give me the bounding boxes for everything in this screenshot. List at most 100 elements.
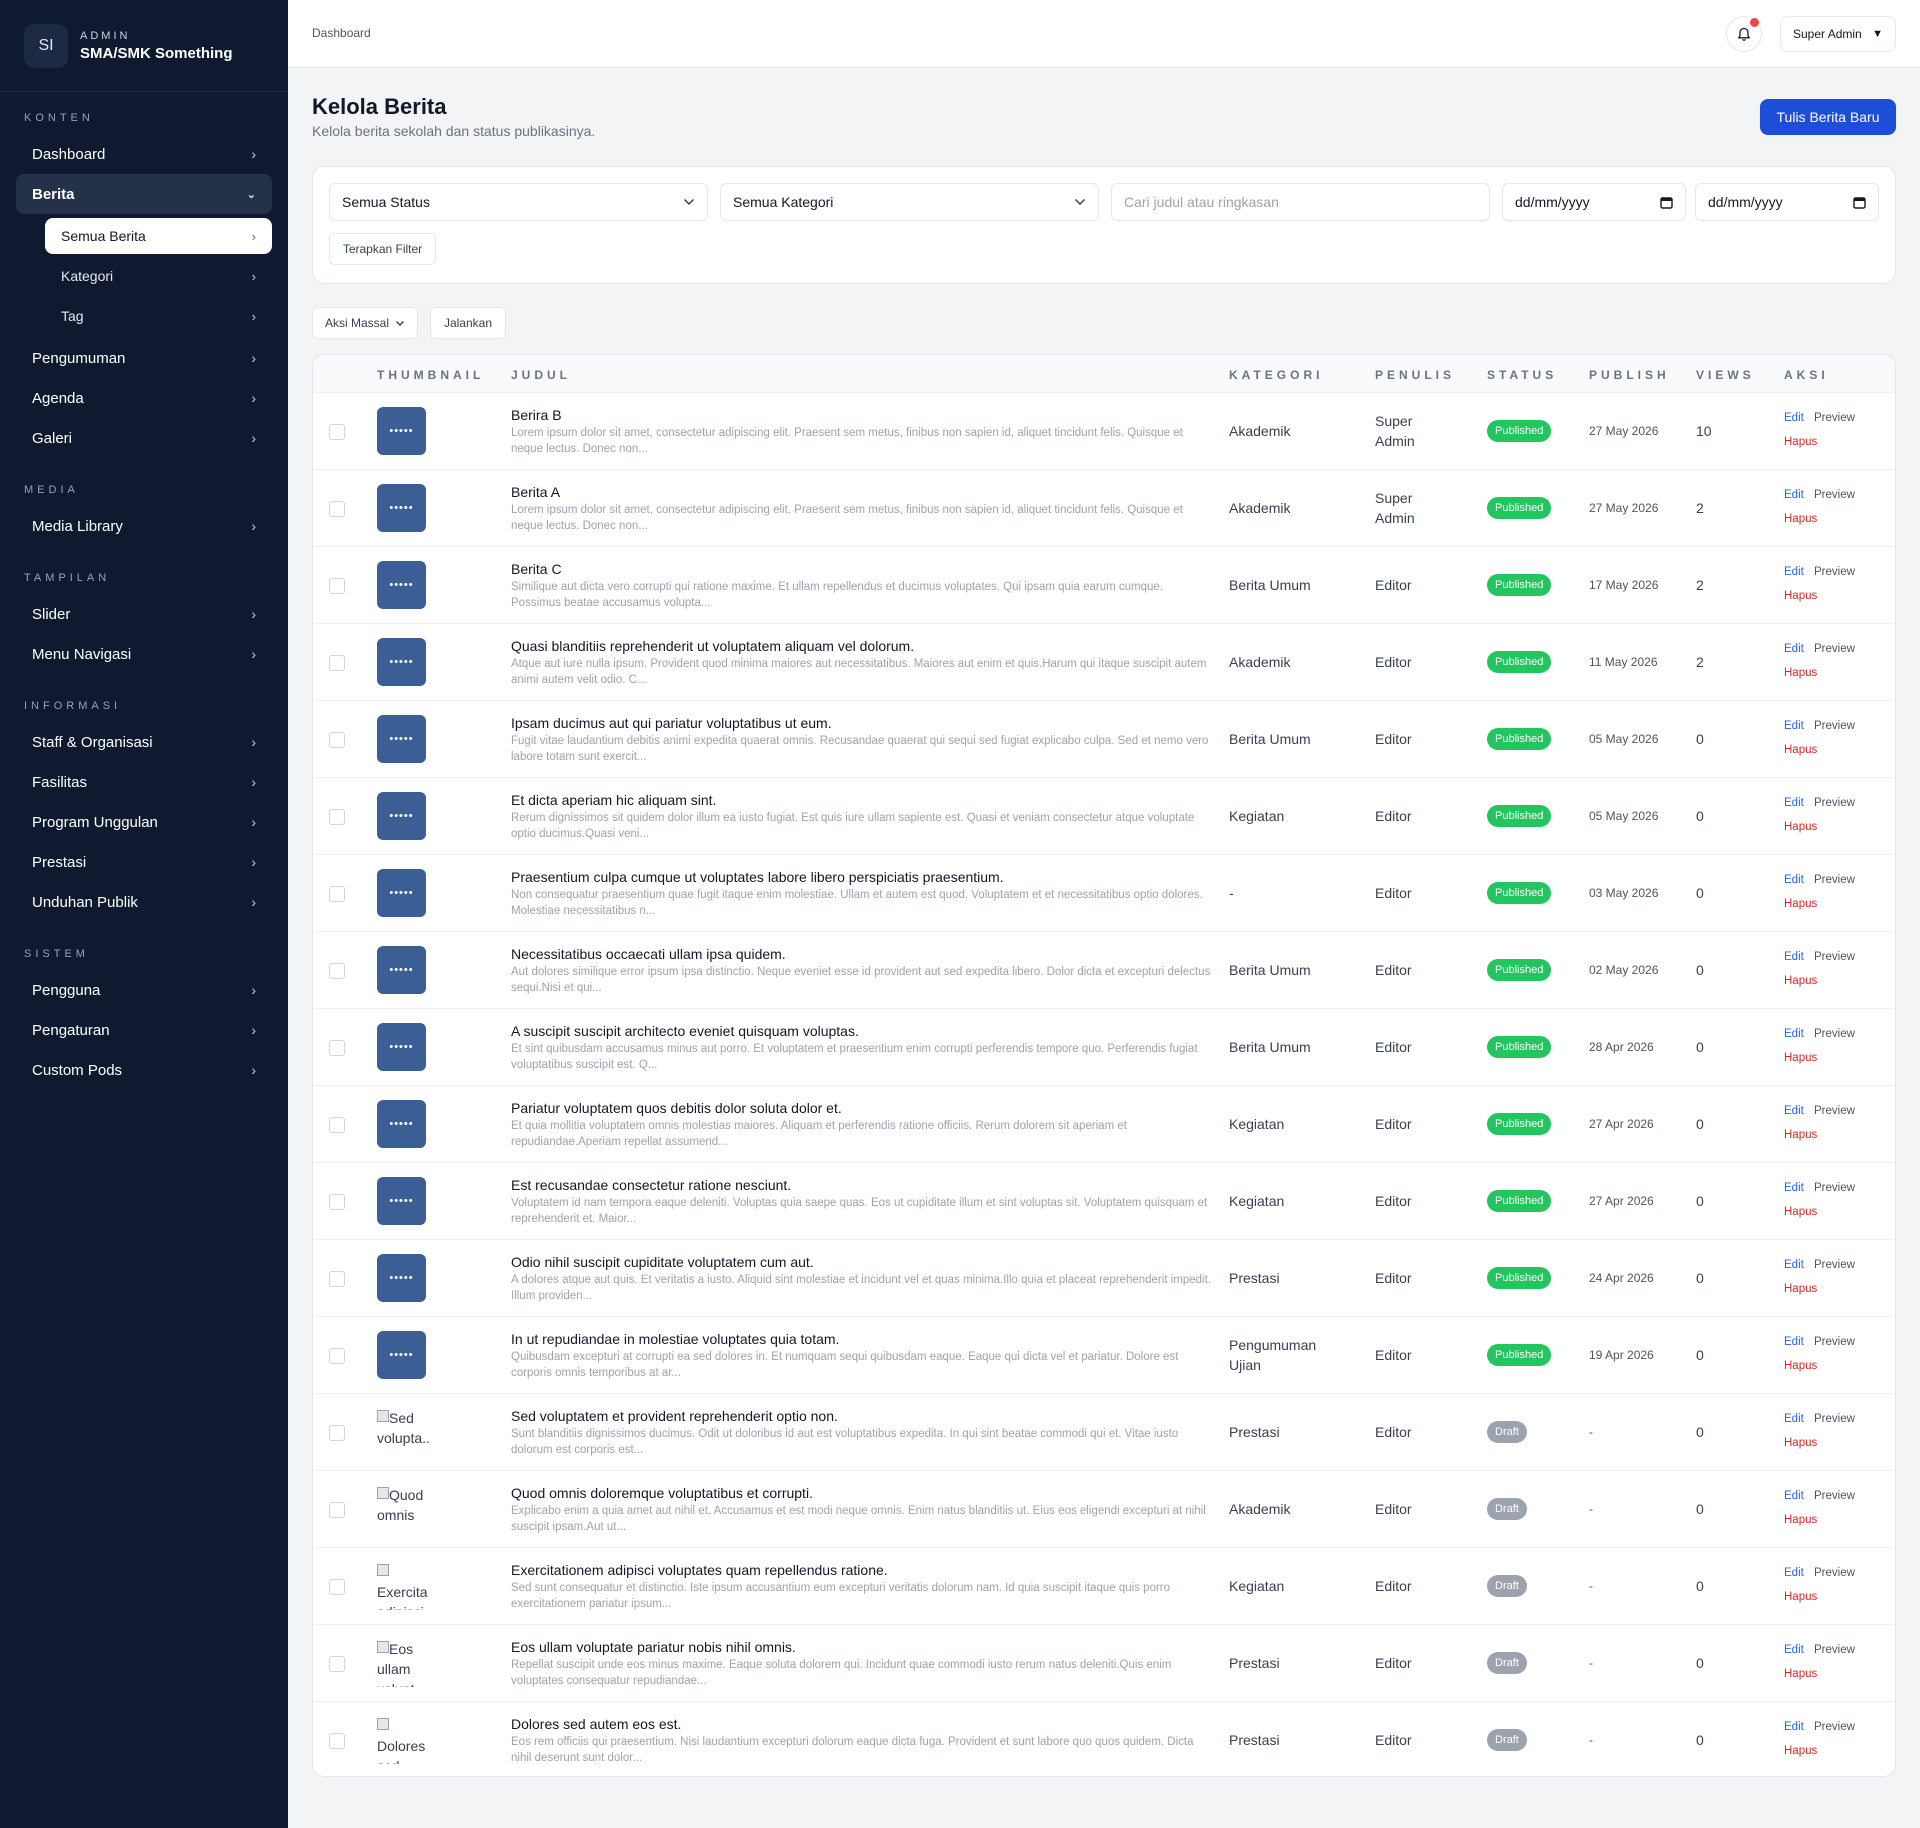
preview-link[interactable]: Preview xyxy=(1814,1028,1855,1040)
post-title[interactable]: Et dicta aperiam hic aliquam sint. xyxy=(511,792,717,808)
edit-link[interactable]: Edit xyxy=(1784,1644,1804,1656)
delete-link[interactable]: Hapus xyxy=(1784,1514,1818,1526)
edit-link[interactable]: Edit xyxy=(1784,1567,1804,1579)
post-title[interactable]: Exercitationem adipisci voluptates quam … xyxy=(511,1562,888,1578)
post-title[interactable]: Sed voluptatem et provident reprehenderi… xyxy=(511,1408,838,1424)
post-title[interactable]: Dolores sed autem eos est. xyxy=(511,1716,682,1732)
sidebar-item-pengguna[interactable]: Pengguna › xyxy=(16,970,272,1010)
row-checkbox[interactable] xyxy=(329,1656,345,1672)
delete-link[interactable]: Hapus xyxy=(1784,1360,1818,1372)
preview-link[interactable]: Preview xyxy=(1814,874,1855,886)
post-title[interactable]: Ipsam ducimus aut qui pariatur voluptati… xyxy=(511,715,832,731)
thumbnail-image[interactable]: ••••• xyxy=(377,1254,426,1302)
thumbnail-image[interactable]: ••••• xyxy=(377,792,426,840)
edit-link[interactable]: Edit xyxy=(1784,951,1804,963)
sidebar-item-agenda[interactable]: Agenda › xyxy=(16,378,272,418)
post-title[interactable]: Berira B xyxy=(511,407,562,423)
date-to-field[interactable]: dd/mm/yyyy xyxy=(1695,183,1879,221)
delete-link[interactable]: Hapus xyxy=(1784,1668,1818,1680)
edit-link[interactable]: Edit xyxy=(1784,1336,1804,1348)
delete-link[interactable]: Hapus xyxy=(1784,821,1818,833)
row-checkbox[interactable] xyxy=(329,1425,345,1441)
row-checkbox[interactable] xyxy=(329,732,345,748)
row-checkbox[interactable] xyxy=(329,1117,345,1133)
sidebar-item-pengumuman[interactable]: Pengumuman › xyxy=(16,338,272,378)
status-filter-select[interactable]: Semua Status xyxy=(329,183,708,221)
delete-link[interactable]: Hapus xyxy=(1784,513,1818,525)
delete-link[interactable]: Hapus xyxy=(1784,1745,1818,1757)
row-checkbox[interactable] xyxy=(329,963,345,979)
thumbnail-image[interactable]: ••••• xyxy=(377,869,426,917)
thumbnail-image[interactable]: ••••• xyxy=(377,638,426,686)
delete-link[interactable]: Hapus xyxy=(1784,1052,1818,1064)
post-title[interactable]: Necessitatibus occaecati ullam ipsa quid… xyxy=(511,946,786,962)
row-checkbox[interactable] xyxy=(329,809,345,825)
edit-link[interactable]: Edit xyxy=(1784,797,1804,809)
delete-link[interactable]: Hapus xyxy=(1784,436,1818,448)
preview-link[interactable]: Preview xyxy=(1814,489,1855,501)
sidebar-subitem-tag[interactable]: Tag › xyxy=(45,298,272,334)
post-title[interactable]: Berita C xyxy=(511,561,562,577)
row-checkbox[interactable] xyxy=(329,424,345,440)
broken-image-thumbnail[interactable]: Eos ullam volupt xyxy=(377,1639,429,1687)
preview-link[interactable]: Preview xyxy=(1814,720,1855,732)
row-checkbox[interactable] xyxy=(329,501,345,517)
edit-link[interactable]: Edit xyxy=(1784,1259,1804,1271)
thumbnail-image[interactable]: ••••• xyxy=(377,1023,426,1071)
thumbnail-image[interactable]: ••••• xyxy=(377,715,426,763)
sidebar-item-slider[interactable]: Slider › xyxy=(16,594,272,634)
date-from-field[interactable]: dd/mm/yyyy xyxy=(1502,183,1686,221)
post-title[interactable]: Quasi blanditiis reprehenderit ut volupt… xyxy=(511,638,915,654)
delete-link[interactable]: Hapus xyxy=(1784,667,1818,679)
row-checkbox[interactable] xyxy=(329,886,345,902)
row-checkbox[interactable] xyxy=(329,1502,345,1518)
post-title[interactable]: Berita A xyxy=(511,484,561,500)
sidebar-item-menu-navigasi[interactable]: Menu Navigasi › xyxy=(16,634,272,674)
preview-link[interactable]: Preview xyxy=(1814,797,1855,809)
sidebar-item-unduhan-publik[interactable]: Unduhan Publik › xyxy=(16,882,272,922)
row-checkbox[interactable] xyxy=(329,1040,345,1056)
post-title[interactable]: In ut repudiandae in molestiae voluptate… xyxy=(511,1331,840,1347)
preview-link[interactable]: Preview xyxy=(1814,1490,1855,1502)
post-title[interactable]: Est recusandae consectetur ratione nesci… xyxy=(511,1177,792,1193)
preview-link[interactable]: Preview xyxy=(1814,1105,1855,1117)
edit-link[interactable]: Edit xyxy=(1784,1105,1804,1117)
edit-link[interactable]: Edit xyxy=(1784,1490,1804,1502)
sidebar-item-dashboard[interactable]: Dashboard › xyxy=(16,134,272,174)
thumbnail-image[interactable]: ••••• xyxy=(377,1100,426,1148)
thumbnail-image[interactable]: ••••• xyxy=(377,946,426,994)
post-title[interactable]: Pariatur voluptatem quos debitis dolor s… xyxy=(511,1100,842,1116)
preview-link[interactable]: Preview xyxy=(1814,1336,1855,1348)
run-bulk-button[interactable]: Jalankan xyxy=(430,307,506,339)
edit-link[interactable]: Edit xyxy=(1784,720,1804,732)
delete-link[interactable]: Hapus xyxy=(1784,744,1818,756)
preview-link[interactable]: Preview xyxy=(1814,1567,1855,1579)
thumbnail-image[interactable]: ••••• xyxy=(377,1177,426,1225)
delete-link[interactable]: Hapus xyxy=(1784,1437,1818,1449)
delete-link[interactable]: Hapus xyxy=(1784,1283,1818,1295)
bulk-action-select[interactable]: Aksi Massal xyxy=(312,307,418,339)
edit-link[interactable]: Edit xyxy=(1784,1413,1804,1425)
preview-link[interactable]: Preview xyxy=(1814,643,1855,655)
edit-link[interactable]: Edit xyxy=(1784,874,1804,886)
thumbnail-image[interactable]: ••••• xyxy=(377,561,426,609)
preview-link[interactable]: Preview xyxy=(1814,1182,1855,1194)
post-title[interactable]: Praesentium culpa cumque ut voluptates l… xyxy=(511,869,1004,885)
broken-image-thumbnail[interactable]: Sed volupta... xyxy=(377,1408,429,1456)
edit-link[interactable]: Edit xyxy=(1784,1028,1804,1040)
delete-link[interactable]: Hapus xyxy=(1784,1206,1818,1218)
broken-image-thumbnail[interactable]: Exercita adipisci xyxy=(377,1562,429,1610)
notification-button[interactable] xyxy=(1726,16,1762,52)
delete-link[interactable]: Hapus xyxy=(1784,1591,1818,1603)
edit-link[interactable]: Edit xyxy=(1784,489,1804,501)
thumbnail-image[interactable]: ••••• xyxy=(377,407,426,455)
row-checkbox[interactable] xyxy=(329,655,345,671)
sidebar-subitem-kategori[interactable]: Kategori › xyxy=(45,258,272,294)
delete-link[interactable]: Hapus xyxy=(1784,898,1818,910)
preview-link[interactable]: Preview xyxy=(1814,1259,1855,1271)
row-checkbox[interactable] xyxy=(329,1348,345,1364)
search-input[interactable] xyxy=(1124,194,1477,210)
edit-link[interactable]: Edit xyxy=(1784,412,1804,424)
sidebar-subitem-semua-berita[interactable]: Semua Berita › xyxy=(45,218,272,254)
row-checkbox[interactable] xyxy=(329,1579,345,1595)
